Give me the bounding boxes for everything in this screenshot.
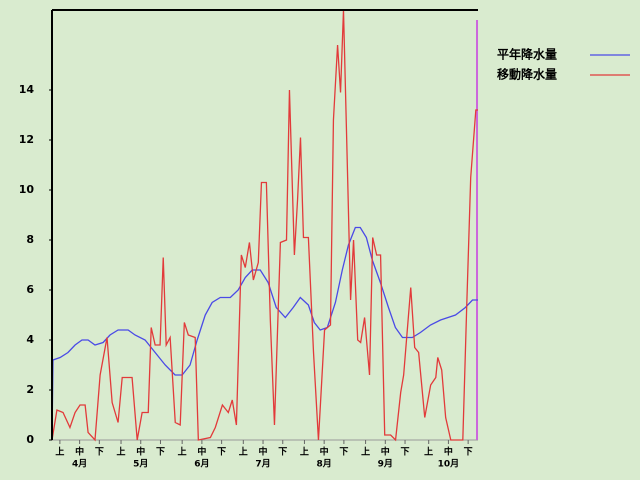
x-tick-label: 中 bbox=[259, 446, 268, 458]
x-tick-label: 下 bbox=[401, 447, 410, 458]
x-tick-label: 上 bbox=[55, 446, 64, 458]
y-tick-label: 4 bbox=[26, 333, 34, 346]
x-tick-label: 下 bbox=[464, 447, 473, 458]
x-tick-label: 上 bbox=[178, 446, 187, 458]
x-tick-label: 中 bbox=[444, 446, 453, 458]
month-label: 9月 bbox=[378, 459, 393, 470]
month-label: 10月 bbox=[438, 459, 460, 470]
month-label: 6月 bbox=[194, 459, 209, 470]
y-tick-label: 10 bbox=[19, 183, 35, 196]
month-label: 5月 bbox=[133, 459, 148, 470]
y-tick-label: 8 bbox=[26, 233, 34, 246]
month-label: 4月 bbox=[72, 459, 87, 470]
legend-label: 平年降水量 bbox=[497, 47, 557, 62]
legend-label: 移動降水量 bbox=[497, 67, 557, 82]
x-tick-label: 上 bbox=[117, 446, 126, 458]
x-tick-label: 中 bbox=[320, 446, 329, 458]
y-tick-label: 6 bbox=[26, 283, 34, 296]
month-label: 7月 bbox=[255, 459, 270, 470]
y-tick-label: 2 bbox=[26, 383, 34, 396]
x-tick-label: 下 bbox=[339, 447, 348, 458]
x-tick-label: 中 bbox=[75, 446, 84, 458]
month-label: 8月 bbox=[317, 459, 332, 470]
x-tick-label: 中 bbox=[381, 446, 390, 458]
series-line bbox=[51, 226, 478, 441]
x-tick-label: 上 bbox=[300, 446, 309, 458]
x-tick-label: 中 bbox=[136, 446, 145, 458]
y-tick-label: 14 bbox=[19, 83, 35, 96]
x-tick-label: 下 bbox=[278, 447, 287, 458]
y-tick-label: 0 bbox=[26, 433, 34, 446]
x-tick-label: 下 bbox=[95, 447, 104, 458]
series-line bbox=[51, 9, 478, 442]
x-tick-label: 上 bbox=[424, 446, 433, 458]
x-tick-label: 上 bbox=[361, 446, 370, 458]
x-tick-label: 下 bbox=[156, 447, 165, 458]
y-tick-label: 12 bbox=[19, 133, 34, 146]
x-tick-label: 中 bbox=[197, 446, 206, 458]
x-tick-label: 上 bbox=[239, 446, 248, 458]
x-tick-label: 下 bbox=[217, 447, 226, 458]
